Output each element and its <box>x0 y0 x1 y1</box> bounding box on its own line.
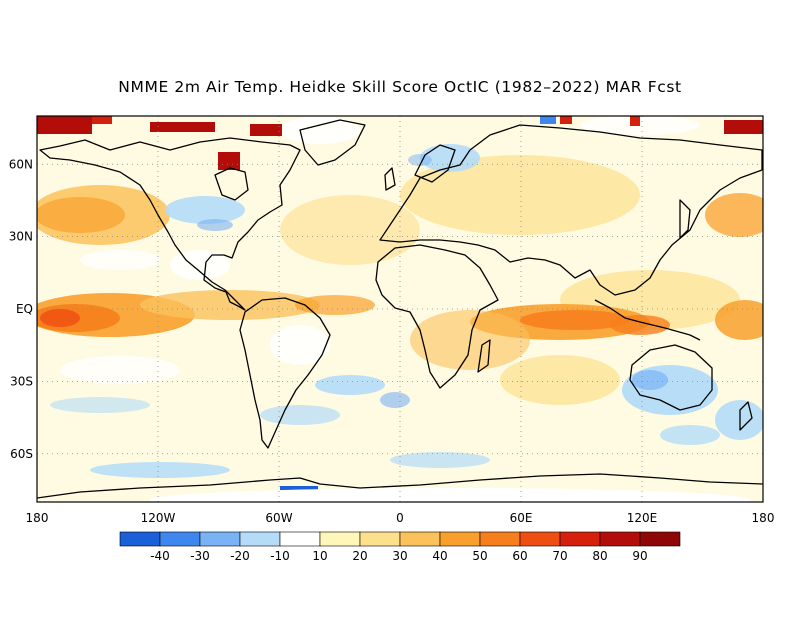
colorbar-label: 50 <box>472 549 487 563</box>
latitude-label: 30N <box>9 230 33 244</box>
colorbar-label: 10 <box>312 549 327 563</box>
coastline-north-america <box>39 137 301 311</box>
latitude-label: 60S <box>10 447 33 461</box>
colorbar-swatch <box>639 531 681 547</box>
longitude-label: 120W <box>141 511 176 525</box>
coastlines <box>37 119 763 499</box>
latitude-label: 60N <box>9 157 33 171</box>
colorbar-label: 90 <box>632 549 647 563</box>
skill-shading <box>37 116 763 502</box>
colorbar: -40 -30 -20 -10 10 20 30 40 50 60 70 80 90 <box>119 531 681 563</box>
longitude-label: 60E <box>510 511 533 525</box>
colorbar-label: -10 <box>270 549 290 563</box>
longitude-labels: 180 120W 60W 0 60E 120E 180 <box>26 511 775 525</box>
colorbar-label: 80 <box>592 549 607 563</box>
coastline-indonesia <box>594 299 701 341</box>
latitude-label: EQ <box>16 302 33 316</box>
coastline-new-zealand <box>739 401 753 431</box>
map-plot-area <box>37 116 763 502</box>
colorbar-label: 60 <box>512 549 527 563</box>
coastline-australia <box>629 344 713 411</box>
map-gridlines <box>37 116 763 502</box>
colorbar-swatch <box>559 531 601 547</box>
colorbar-swatch <box>159 531 201 547</box>
colorbar-label: 40 <box>432 549 447 563</box>
coastline-greenland <box>299 119 366 166</box>
colorbar-label: 20 <box>352 549 367 563</box>
latitude-labels: 60N 30N EQ 30S 60S <box>9 157 33 461</box>
coastline-japan <box>679 199 691 239</box>
colorbar-swatch <box>359 531 401 547</box>
colorbar-label: -20 <box>230 549 250 563</box>
coastline-hudson-bay <box>214 167 249 201</box>
colorbar-label: 70 <box>552 549 567 563</box>
coastline-british-isles <box>384 167 396 191</box>
colorbar-label: 30 <box>392 549 407 563</box>
map-frame <box>36 115 764 503</box>
longitude-label: 60W <box>265 511 292 525</box>
coastline-south-america <box>239 297 331 449</box>
colorbar-label: -40 <box>150 549 170 563</box>
coastline-scandinavia <box>414 144 456 183</box>
longitude-label: 120E <box>627 511 658 525</box>
coastline-madagascar <box>477 339 491 373</box>
colorbar-swatch <box>439 531 481 547</box>
colorbar-swatch <box>239 531 281 547</box>
colorbar-swatch <box>599 531 641 547</box>
colorbar-swatch <box>119 531 161 547</box>
coastline-africa <box>375 244 499 389</box>
colorbar-swatch <box>479 531 521 547</box>
figure-title: NMME 2m Air Temp. Heidke Skill Score Oct… <box>118 78 682 96</box>
longitude-label: 0 <box>396 511 404 525</box>
colorbar-swatch <box>279 531 321 547</box>
coastline-eurasia <box>379 124 763 296</box>
coastline-antarctica <box>37 473 763 499</box>
colorbar-label: -30 <box>190 549 210 563</box>
colorbar-swatch <box>319 531 361 547</box>
longitude-label: 180 <box>752 511 775 525</box>
colorbar-swatch <box>199 531 241 547</box>
latitude-label: 30S <box>10 374 33 388</box>
longitude-label: 180 <box>26 511 49 525</box>
colorbar-swatch <box>519 531 561 547</box>
colorbar-swatch <box>399 531 441 547</box>
